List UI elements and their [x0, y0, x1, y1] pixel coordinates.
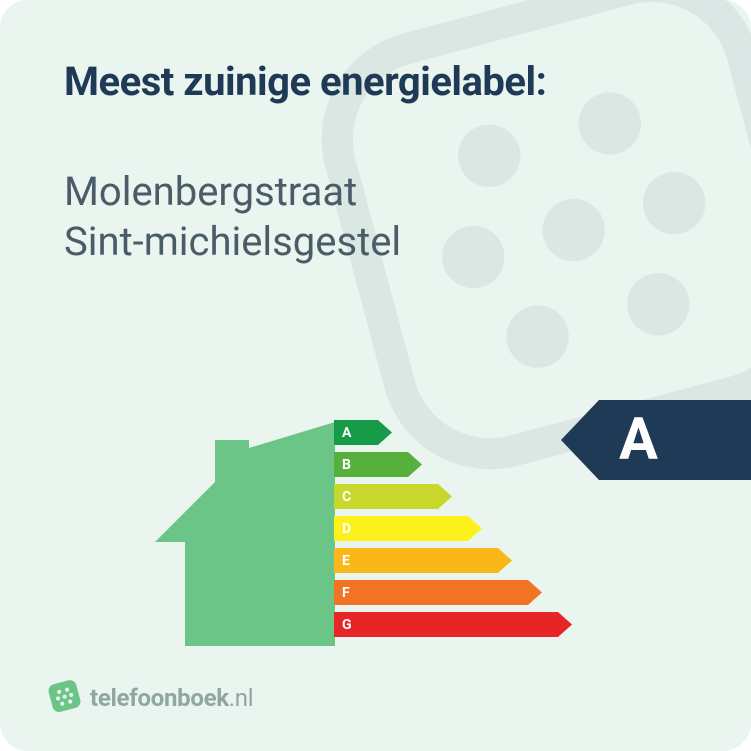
result-letter: A — [619, 400, 658, 480]
address-line-2: Sint-michielsgestel — [64, 217, 691, 267]
footer-brand: telefoonboek.nl — [90, 684, 253, 712]
energy-bar-g: G — [334, 612, 572, 637]
energy-bar-letter: D — [342, 516, 351, 541]
footer: telefoonboek.nl — [48, 679, 253, 717]
energy-bar-letter: C — [342, 484, 351, 509]
energy-chart: ABCDEFG A — [0, 400, 751, 660]
energy-bar-letter: F — [342, 580, 350, 605]
energy-bar-a: A — [334, 420, 572, 445]
footer-logo-icon — [44, 675, 87, 721]
energy-bar-letter: A — [342, 420, 351, 445]
energy-bar-d: D — [334, 516, 572, 541]
house-icon — [155, 422, 335, 650]
result-badge: A — [561, 400, 751, 480]
address-block: Molenbergstraat Sint-michielsgestel — [64, 167, 691, 267]
energy-bar-letter: G — [342, 612, 352, 637]
footer-brand-rest: .nl — [229, 684, 254, 712]
energy-label-card: Meest zuinige energielabel: Molenbergstr… — [0, 0, 751, 751]
energy-bar-b: B — [334, 452, 572, 477]
footer-brand-bold: telefoonboek — [90, 684, 229, 712]
card-title: Meest zuinige energielabel: — [64, 58, 691, 105]
energy-bar-f: F — [334, 580, 572, 605]
energy-bar-c: C — [334, 484, 572, 509]
energy-bar-letter: E — [342, 548, 350, 573]
energy-bar-e: E — [334, 548, 572, 573]
address-line-1: Molenbergstraat — [64, 167, 691, 217]
energy-bar-letter: B — [342, 452, 351, 477]
energy-scale: ABCDEFG — [334, 420, 572, 637]
